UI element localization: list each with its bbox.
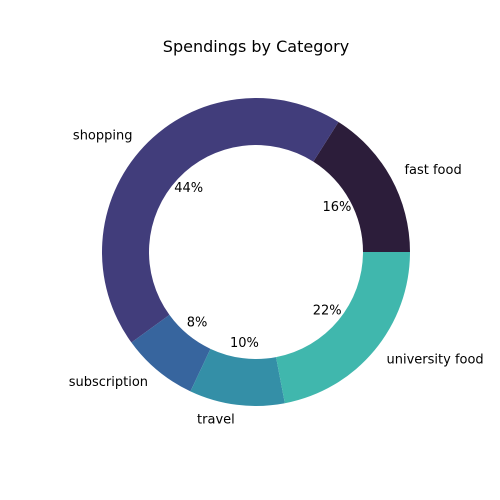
label-travel: travel [197,413,235,428]
percent-label-fast-food: 16% [323,200,352,215]
slice-subscription [131,314,211,392]
labels-group: fast food 16% shopping 44% subscription 8% tra… [69,129,484,428]
slice-fast-food [313,121,411,252]
slice-travel [190,348,285,406]
slice-shopping [102,98,339,343]
label-shopping: shopping [73,129,133,144]
percent-label-travel: 10% [230,336,259,351]
slices-group [102,98,411,406]
label-university-food: university food [387,352,484,367]
label-subscription: subscription [69,375,148,390]
chart-title: Spendings by Category [163,37,349,56]
label-fast-food: fast food [404,163,461,178]
percent-label-subscription: 8% [187,316,208,331]
percent-label-university-food: 22% [313,303,342,318]
slice-university-food [276,252,410,404]
percent-label-shopping: 44% [174,181,203,196]
